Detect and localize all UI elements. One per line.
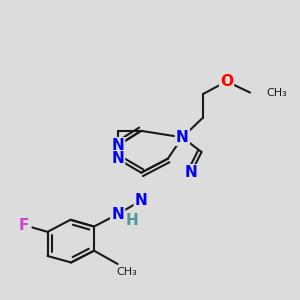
FancyBboxPatch shape xyxy=(110,206,125,223)
Text: O: O xyxy=(220,74,233,89)
FancyBboxPatch shape xyxy=(219,73,234,90)
Text: H: H xyxy=(126,213,139,228)
FancyBboxPatch shape xyxy=(125,212,140,229)
Text: F: F xyxy=(19,218,29,232)
Text: CH₃: CH₃ xyxy=(116,267,137,277)
Text: N: N xyxy=(176,130,189,145)
FancyBboxPatch shape xyxy=(110,150,125,167)
Text: N: N xyxy=(111,207,124,222)
FancyBboxPatch shape xyxy=(16,216,32,234)
FancyBboxPatch shape xyxy=(134,192,149,209)
Text: N: N xyxy=(111,151,124,166)
Text: N: N xyxy=(135,193,148,208)
Text: CH₃: CH₃ xyxy=(266,88,287,98)
FancyBboxPatch shape xyxy=(175,129,190,146)
FancyBboxPatch shape xyxy=(110,137,125,154)
FancyBboxPatch shape xyxy=(184,164,199,182)
Text: N: N xyxy=(111,138,124,153)
Text: N: N xyxy=(185,165,198,180)
